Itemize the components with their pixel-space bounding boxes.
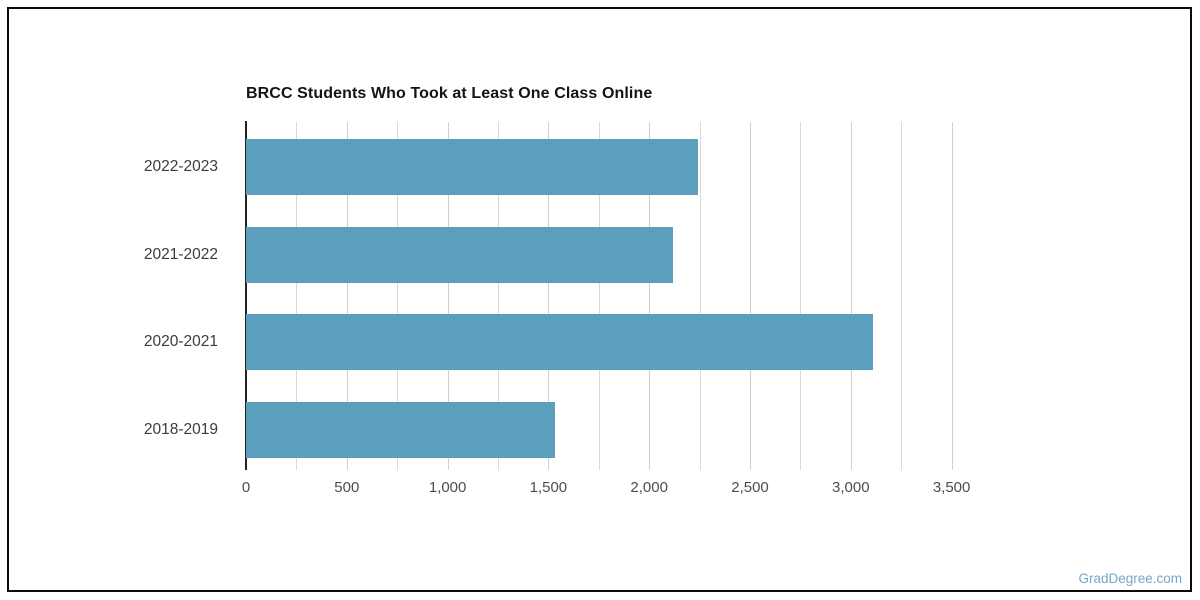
category-label-2018-2019: 2018-2019 xyxy=(143,421,218,438)
chart-title: BRCC Students Who Took at Least One Clas… xyxy=(246,85,653,102)
x-tick-label-3000: 3,000 xyxy=(832,479,870,496)
category-label-2022-2023: 2022-2023 xyxy=(143,158,218,175)
gridline-3000 xyxy=(850,122,852,470)
gridline-1500 xyxy=(548,122,550,470)
gridline-2000 xyxy=(649,122,651,470)
x-tick-label-1500: 1,500 xyxy=(529,479,568,496)
watermark-graddegree: GradDegree.com xyxy=(1078,571,1182,586)
bar-2020-2021 xyxy=(246,314,874,371)
gridline-500 xyxy=(346,122,348,470)
category-label-2021-2022: 2021-2022 xyxy=(143,245,218,263)
gridline-3250 xyxy=(901,122,903,470)
gridline-1250 xyxy=(498,122,499,470)
gridline-1750 xyxy=(598,122,600,470)
plot-area xyxy=(245,121,1021,470)
y-axis-line xyxy=(245,121,247,470)
x-tick-label-2500: 2,500 xyxy=(731,479,769,496)
x-tick-label-500: 500 xyxy=(334,479,360,496)
bar-2021-2022 xyxy=(246,226,673,283)
x-tick-label-2000: 2,000 xyxy=(630,479,668,496)
gridline-3500 xyxy=(951,122,953,470)
x-tick-label-0: 0 xyxy=(241,479,251,496)
gridline-2750 xyxy=(800,122,802,470)
gridline-250 xyxy=(296,122,298,470)
gridline-2250 xyxy=(699,122,701,470)
gridline-2500 xyxy=(750,122,751,470)
category-label-2020-2021: 2020-2021 xyxy=(143,333,218,351)
bar-2018-2019 xyxy=(246,402,556,458)
bar-2022-2023 xyxy=(246,139,699,195)
x-tick-label-3500: 3,500 xyxy=(932,479,971,496)
gridline-750 xyxy=(397,122,399,470)
x-tick-label-1000: 1,000 xyxy=(428,479,467,496)
gridline-1000 xyxy=(447,122,449,470)
y-axis-category-labels: 2022-2023 2021-2022 2020-2021 2018-2019 xyxy=(96,122,232,457)
x-axis-tick-labels: 0 500 1,000 1,500 2,000 2,500 3,000 3,500 xyxy=(0,479,1200,499)
